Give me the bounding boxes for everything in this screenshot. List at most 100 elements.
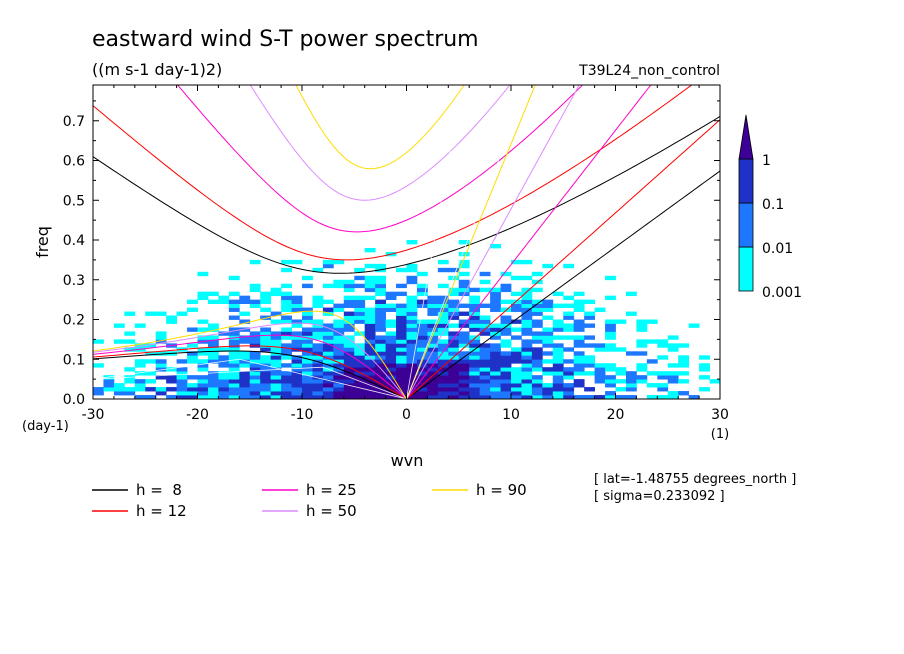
spectrum-cell [249,367,261,372]
spectrum-cell [605,347,616,352]
spectrum-cell [437,339,449,344]
kelvin-curve [406,170,720,399]
spectrum-cell [636,327,648,332]
spectrum-cell [197,271,209,277]
spectrum-cell [343,363,355,368]
spectrum-cell [437,283,449,289]
spectrum-cell [500,331,512,336]
spectrum-cell [490,291,501,297]
spectrum-cell [312,355,324,360]
spectrum-cell [469,319,481,324]
spectrum-cell [657,343,669,348]
spectrum-cell [187,299,198,304]
kelvin-curve [406,85,652,399]
spectrum-cell [469,303,481,308]
spectrum-cell [573,299,585,304]
spectrum-cell [427,359,439,364]
spectrum-cell [375,347,386,352]
rossby-curve [93,345,407,399]
spectrum-cell [124,379,136,384]
spectrum-cell [228,367,240,372]
spectrum-cell [531,391,543,396]
spectrum-cell [302,371,313,376]
spectrum-cell [521,287,533,293]
spectrum-cell [385,355,397,360]
spectrum-cell [343,339,355,344]
spectrum-cell [270,339,282,344]
spectrum-cell [354,347,366,352]
spectrum-cell [343,355,355,360]
spectrum-cell [134,371,146,376]
spectrum-cell [333,367,345,372]
spectrum-cell [448,307,460,312]
spectrum-cell [416,287,428,293]
spectrum-cell [448,371,460,376]
spectrum-cell [322,327,334,332]
spectrum-cell [490,383,501,388]
spectrum-cell [625,311,637,316]
spectrum-cell [458,367,470,372]
spectrum-cell [281,379,292,384]
spectrum-cell [699,363,710,368]
spectrum-cell [197,383,209,388]
spectrum-cell [646,371,658,376]
spectrum-cell [322,307,334,312]
spectrum-cell [343,335,355,340]
spectrum-cell [437,259,449,265]
spectrum-cell [375,283,386,289]
spectrum-cell [291,259,303,265]
spectrum-cell [228,327,240,332]
spectrum-cell [249,371,261,376]
spectrum-cell [187,355,198,360]
spectrum-cell [500,339,512,344]
spectrum-cell [333,339,345,344]
spectrum-cell [322,379,334,384]
spectrum-cell [145,371,157,376]
spectrum-cell [542,331,554,336]
spectrum-cell [218,355,230,360]
spectrum-cell [207,343,219,348]
spectrum-cell [416,327,428,332]
spectrum-cell [531,367,543,372]
spectrum-cell [207,387,219,392]
spectrum-cell [333,379,345,384]
spectrum-cell [406,295,418,301]
spectrum-cell [124,347,136,352]
spectrum-cell [458,339,470,344]
spectrum-cell [427,303,439,308]
spectrum-cell [521,363,533,368]
spectrum-cell [364,391,376,396]
spectrum-cell [207,335,219,340]
spectrum-cell [354,299,366,304]
spectrum-cell [511,275,522,281]
spectrum-cell [521,259,533,265]
spectrum-cell [322,351,334,356]
spectrum-cell [260,307,272,312]
spectrum-cell [364,359,376,364]
spectrum-cell [218,299,230,304]
spectrum-cells [93,240,720,399]
spectrum-cell [427,375,439,380]
spectrum-cell [511,335,522,340]
spectrum-cell [657,339,669,344]
spectrum-cell [134,379,146,384]
spectrum-cell [542,359,554,364]
spectrum-cell [448,331,460,336]
spectrum-cell [594,379,606,384]
spectrum-cell [155,311,167,316]
x-tick-label: 20 [607,407,625,423]
spectrum-cell [93,387,104,392]
latitude-annotation: [ lat=-1.48755 degrees_north ] [594,472,796,487]
spectrum-cell [500,299,512,304]
spectrum-cell [375,339,386,344]
spectrum-cell [563,315,575,320]
spectrum-cell [354,363,366,368]
spectrum-cell [145,351,157,356]
rossby-curve [93,350,407,399]
spectrum-cell [396,323,407,328]
spectrum-cell [479,319,491,324]
spectrum-cell [437,351,449,356]
spectrum-cell [406,339,418,344]
spectrum-cell [260,359,272,364]
spectrum-cell [542,339,554,344]
